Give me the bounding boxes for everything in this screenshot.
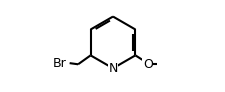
Text: N: N — [108, 62, 117, 75]
Text: O: O — [142, 58, 152, 71]
Text: Br: Br — [52, 57, 66, 70]
